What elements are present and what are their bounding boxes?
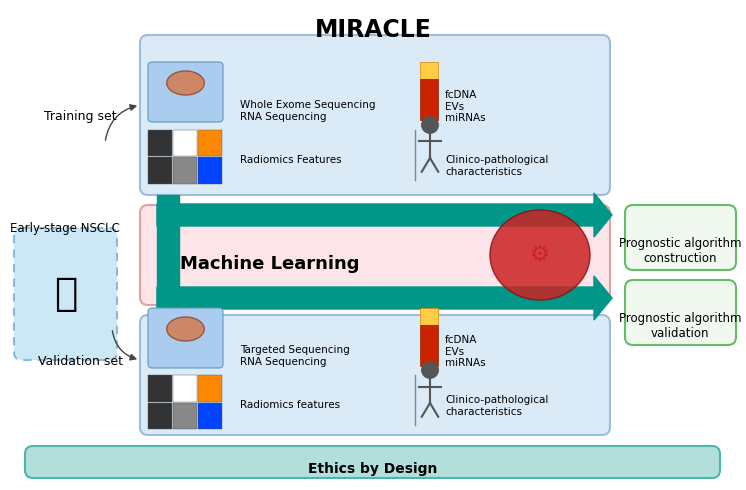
FancyBboxPatch shape	[625, 205, 736, 270]
Text: Validation set: Validation set	[37, 355, 122, 368]
Text: MIRACLE: MIRACLE	[315, 18, 431, 42]
Ellipse shape	[167, 317, 204, 341]
Text: ⚙: ⚙	[530, 245, 550, 265]
Ellipse shape	[167, 71, 204, 95]
FancyBboxPatch shape	[140, 315, 610, 435]
Text: Radiomics features: Radiomics features	[240, 400, 340, 410]
FancyBboxPatch shape	[173, 157, 197, 184]
Text: Clinico-pathological
characteristics: Clinico-pathological characteristics	[445, 155, 548, 176]
FancyBboxPatch shape	[148, 130, 172, 156]
FancyBboxPatch shape	[148, 62, 223, 122]
Text: Prognostic algorithm
construction: Prognostic algorithm construction	[618, 237, 742, 265]
Text: fcDNA
EVs
miRNAs: fcDNA EVs miRNAs	[445, 90, 486, 123]
Text: Prognostic algorithm
validation: Prognostic algorithm validation	[618, 312, 742, 340]
FancyArrow shape	[157, 193, 612, 237]
Text: Whole Exome Sequencing
RNA Sequencing: Whole Exome Sequencing RNA Sequencing	[240, 100, 375, 122]
FancyArrow shape	[157, 276, 612, 320]
FancyBboxPatch shape	[148, 375, 172, 401]
Text: Radiomics Features: Radiomics Features	[240, 155, 342, 165]
FancyBboxPatch shape	[625, 280, 736, 345]
FancyBboxPatch shape	[173, 375, 197, 401]
Text: Machine Learning: Machine Learning	[181, 255, 360, 273]
Text: fcDNA
EVs
miRNAs: fcDNA EVs miRNAs	[445, 335, 486, 368]
FancyBboxPatch shape	[198, 375, 222, 401]
Text: Targeted Sequencing
RNA Sequencing: Targeted Sequencing RNA Sequencing	[240, 345, 350, 367]
Text: Early-stage NSCLC: Early-stage NSCLC	[10, 222, 120, 235]
FancyBboxPatch shape	[173, 130, 197, 156]
FancyBboxPatch shape	[140, 205, 610, 305]
Bar	[420, 79, 438, 120]
FancyBboxPatch shape	[148, 157, 172, 184]
Bar	[420, 62, 438, 79]
Circle shape	[421, 117, 438, 133]
FancyBboxPatch shape	[198, 157, 222, 184]
Text: Clinico-pathological
characteristics: Clinico-pathological characteristics	[445, 395, 548, 416]
FancyBboxPatch shape	[198, 402, 222, 429]
Circle shape	[421, 362, 438, 378]
Text: 🫁: 🫁	[54, 275, 77, 313]
FancyBboxPatch shape	[14, 228, 117, 360]
FancyBboxPatch shape	[148, 402, 172, 429]
Text: Training set: Training set	[44, 110, 116, 123]
Text: Ethics by Design: Ethics by Design	[308, 462, 438, 476]
Bar	[420, 325, 438, 366]
Bar	[157, 195, 179, 315]
FancyBboxPatch shape	[148, 308, 223, 368]
FancyBboxPatch shape	[173, 402, 197, 429]
FancyBboxPatch shape	[198, 130, 222, 156]
FancyBboxPatch shape	[140, 35, 610, 195]
Bar	[420, 308, 438, 325]
FancyBboxPatch shape	[25, 446, 720, 478]
Ellipse shape	[490, 210, 590, 300]
